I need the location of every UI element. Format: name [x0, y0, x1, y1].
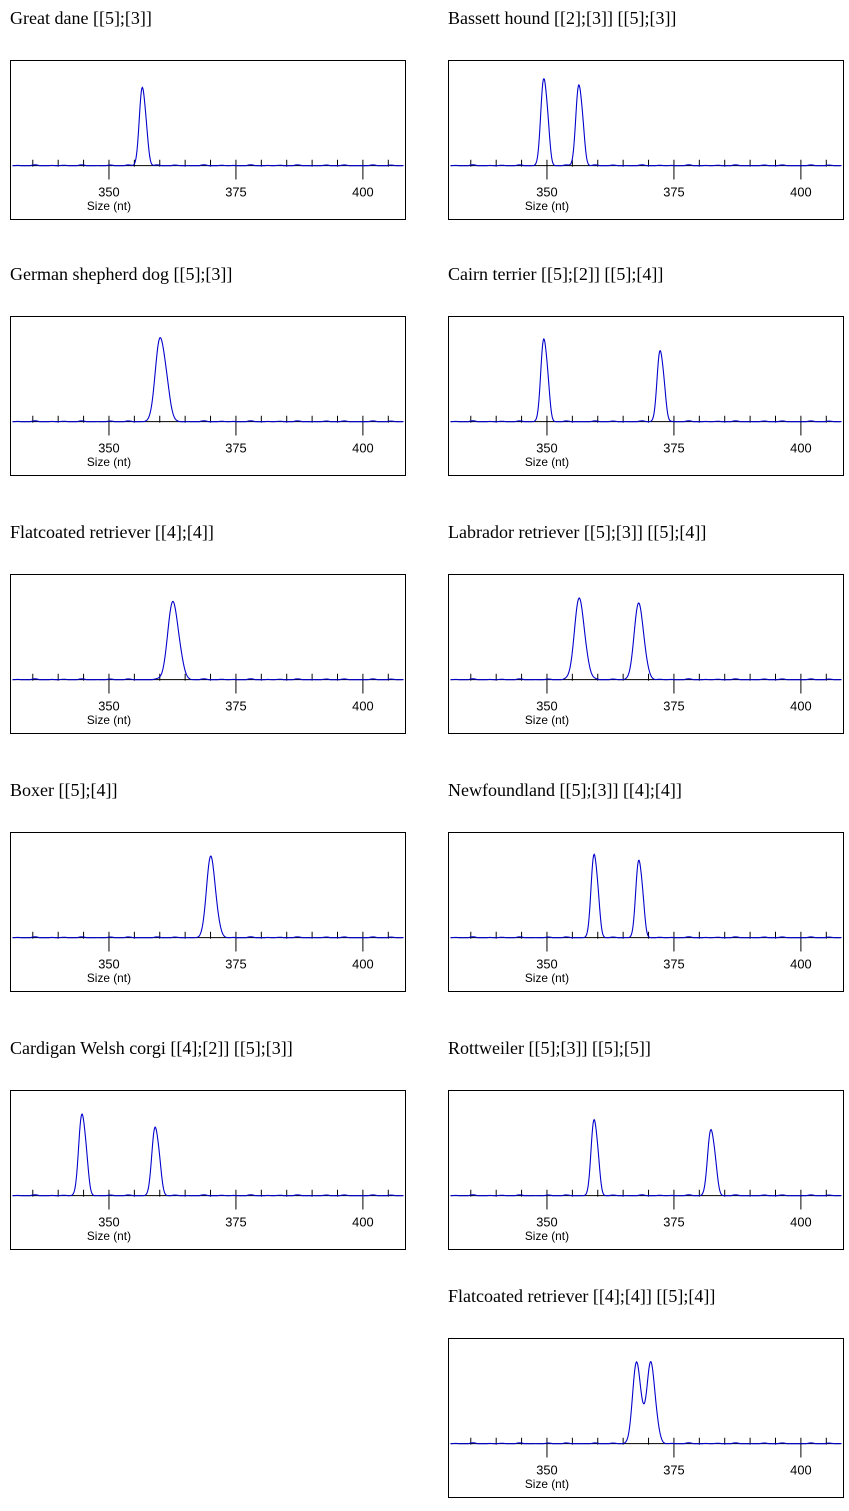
x-tick-label: 350 — [536, 440, 557, 455]
plot-svg: 350 375 400 Size (nt) — [12, 855, 404, 985]
plot-svg: 350 375 400 Size (nt) — [450, 337, 842, 469]
plot-svg: 350 375 400 Size (nt) — [450, 1118, 842, 1243]
panel-title: Newfoundland [[5];[3]] [[4];[4]] — [448, 780, 682, 800]
x-tick-label: 350 — [98, 1214, 119, 1229]
signal-trace — [450, 337, 842, 423]
x-tick-label: 400 — [352, 698, 373, 713]
x-axis-title: Size (nt) — [87, 199, 131, 213]
x-axis-title: Size (nt) — [525, 1229, 569, 1243]
x-axis-title: Size (nt) — [525, 713, 569, 727]
x-tick-label: 375 — [225, 956, 246, 971]
x-tick-label: 350 — [536, 184, 557, 199]
x-tick-label: 375 — [663, 698, 684, 713]
electropherogram-plot: 350 375 400 Size (nt) — [10, 1090, 406, 1250]
electropherogram-plot: 350 375 400 Size (nt) — [448, 832, 844, 992]
plot-svg: 350 375 400 Size (nt) — [12, 1113, 404, 1243]
panel-title: Great dane [[5];[3]] — [10, 8, 152, 28]
plot-svg: 350 375 400 Size (nt) — [12, 337, 404, 469]
electropherogram-plot: 350 375 400 Size (nt) — [448, 1338, 844, 1498]
electropherogram-plot: 350 375 400 Size (nt) — [10, 60, 406, 220]
plot-svg: 350 375 400 Size (nt) — [12, 600, 404, 727]
x-tick-label: 350 — [536, 1462, 557, 1477]
electropherogram-plot: 350 375 400 Size (nt) — [448, 60, 844, 220]
x-tick-label: 375 — [225, 184, 246, 199]
x-tick-label: 350 — [536, 698, 557, 713]
panel-title: Bassett hound [[2];[3]] [[5];[3]] — [448, 8, 677, 28]
x-tick-label: 375 — [663, 956, 684, 971]
panel-title: Flatcoated retriever [[4];[4]] [[5];[4]] — [448, 1286, 716, 1306]
x-axis-title: Size (nt) — [87, 971, 131, 985]
x-tick-label: 375 — [663, 1214, 684, 1229]
panel-title: Cardigan Welsh corgi [[4];[2]] [[5];[3]] — [10, 1038, 293, 1058]
plot-svg: 350 375 400 Size (nt) — [12, 86, 404, 213]
plot-svg: 350 375 400 Size (nt) — [450, 853, 842, 985]
x-tick-label: 400 — [790, 956, 811, 971]
x-axis-title: Size (nt) — [87, 1229, 131, 1243]
x-tick-label: 375 — [663, 184, 684, 199]
panel-title: Flatcoated retriever [[4];[4]] — [10, 522, 214, 542]
x-tick-label: 350 — [98, 184, 119, 199]
x-tick-label: 400 — [790, 698, 811, 713]
signal-trace — [12, 86, 404, 167]
signal-trace — [12, 600, 404, 681]
electropherogram-plot: 350 375 400 Size (nt) — [448, 1090, 844, 1250]
panel-title: Cairn terrier [[5];[2]] [[5];[4]] — [448, 264, 664, 284]
x-tick-label: 400 — [790, 440, 811, 455]
plot-svg: 350 375 400 Size (nt) — [450, 597, 842, 727]
plot-svg: 350 375 400 Size (nt) — [450, 1361, 842, 1491]
signal-trace — [450, 597, 842, 681]
signal-trace — [450, 1361, 842, 1445]
electropherogram-plot: 350 375 400 Size (nt) — [448, 316, 844, 476]
x-axis-title: Size (nt) — [87, 455, 131, 469]
x-tick-label: 350 — [98, 440, 119, 455]
panel-title: Rottweiler [[5];[3]] [[5];[5]] — [448, 1038, 651, 1058]
x-tick-label: 400 — [790, 1462, 811, 1477]
x-axis-title: Size (nt) — [87, 713, 131, 727]
signal-trace — [450, 853, 842, 939]
x-tick-label: 375 — [225, 440, 246, 455]
plot-svg: 350 375 400 Size (nt) — [450, 78, 842, 213]
panel-title: German shepherd dog [[5];[3]] — [10, 264, 233, 284]
electropherogram-plot: 350 375 400 Size (nt) — [10, 316, 406, 476]
signal-trace — [12, 855, 404, 939]
x-axis-title: Size (nt) — [525, 455, 569, 469]
x-tick-label: 400 — [790, 184, 811, 199]
x-tick-label: 350 — [536, 956, 557, 971]
panel-title: Boxer [[5];[4]] — [10, 780, 118, 800]
panel-title: Labrador retriever [[5];[3]] [[5];[4]] — [448, 522, 707, 542]
x-tick-label: 375 — [663, 440, 684, 455]
x-tick-label: 400 — [352, 956, 373, 971]
x-tick-label: 400 — [352, 440, 373, 455]
x-tick-label: 375 — [225, 698, 246, 713]
electropherogram-plot: 350 375 400 Size (nt) — [448, 574, 844, 734]
x-axis-title: Size (nt) — [525, 1477, 569, 1491]
x-tick-label: 400 — [352, 184, 373, 199]
x-axis-title: Size (nt) — [525, 199, 569, 213]
electropherogram-plot: 350 375 400 Size (nt) — [10, 832, 406, 992]
signal-trace — [12, 1113, 404, 1197]
electropherogram-plot: 350 375 400 Size (nt) — [10, 574, 406, 734]
signal-trace — [450, 78, 842, 167]
x-tick-label: 375 — [225, 1214, 246, 1229]
x-tick-label: 350 — [98, 956, 119, 971]
x-tick-label: 350 — [536, 1214, 557, 1229]
signal-trace — [12, 337, 404, 423]
x-axis-title: Size (nt) — [525, 971, 569, 985]
x-tick-label: 350 — [98, 698, 119, 713]
signal-trace — [450, 1118, 842, 1197]
x-tick-label: 375 — [663, 1462, 684, 1477]
x-tick-label: 400 — [790, 1214, 811, 1229]
x-tick-label: 400 — [352, 1214, 373, 1229]
